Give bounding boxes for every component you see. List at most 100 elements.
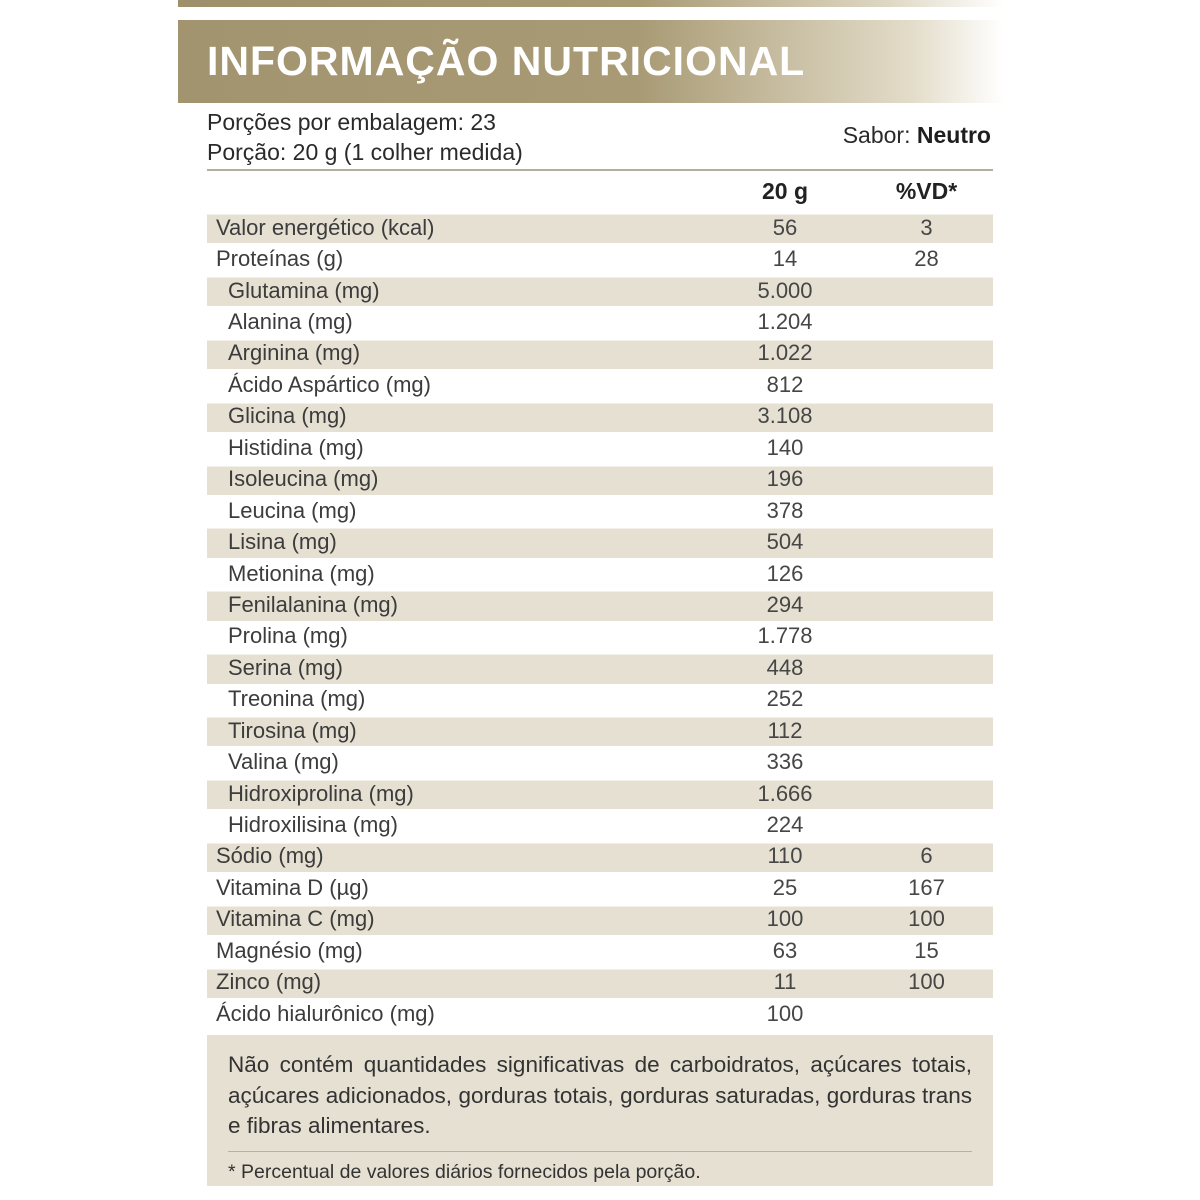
nutrient-amount: 1.022	[757, 340, 813, 366]
footer-divider	[228, 1150, 972, 1152]
table-row: Histidina (mg) 140	[207, 432, 993, 463]
nutrient-amount: 25	[772, 874, 798, 900]
nutrient-amount: 100	[766, 906, 804, 932]
table-row: Hidroxilisina (mg) 224	[207, 809, 993, 840]
nutrient-amount: 140	[766, 434, 804, 460]
nutrient-amount: 336	[766, 749, 804, 775]
nutrient-label: Vitamina C (mg)	[216, 906, 375, 932]
nutrient-amount: 100	[766, 1000, 804, 1026]
flavor-value: Neutro	[916, 122, 991, 148]
nutrient-label: Proteínas (g)	[216, 246, 344, 272]
nutrient-label: Metionina (mg)	[228, 560, 375, 586]
nutrient-amount: 224	[766, 812, 804, 838]
nutrient-vd: 167	[908, 874, 945, 900]
serving-info: Porções por embalagem: 23 Porção: 20 g (…	[207, 107, 993, 167]
nutrient-label: Leucina (mg)	[228, 497, 357, 523]
table-row: Metionina (mg) 126	[207, 558, 993, 589]
nutrient-amount: 11	[773, 969, 797, 995]
table-row: Sódio (mg) 110 6	[207, 840, 993, 873]
table-row: Ácido hialurônico (mg) 100	[207, 998, 993, 1029]
table-body: Valor energético (kcal) 56 3 Proteínas (…	[207, 212, 993, 1029]
table-row: Treonina (mg) 252	[207, 684, 993, 715]
nutrient-label: Treonina (mg)	[228, 686, 366, 712]
nutrient-vd: 100	[908, 969, 945, 995]
column-header-amount: 20 g	[761, 178, 809, 204]
page-title: INFORMAÇÃO NUTRICIONAL	[207, 38, 806, 84]
footer-box: Não contém quantidades significativas de…	[207, 1035, 993, 1186]
nutrient-label: Glicina (mg)	[228, 403, 347, 429]
top-accent-strip	[178, 0, 1012, 7]
nutrient-label: Serina (mg)	[228, 654, 343, 680]
table-row: Glutamina (mg) 5.000	[207, 274, 993, 307]
serving-size: Porção: 20 g (1 colher medida)	[207, 139, 523, 165]
table-row: Magnésio (mg) 63 15	[207, 935, 993, 966]
header-divider	[207, 169, 993, 171]
table-header-row: 20 g %VD*	[207, 171, 993, 212]
nutrient-amount: 812	[766, 371, 804, 397]
nutrient-amount: 56	[772, 214, 798, 240]
nutrient-amount: 126	[766, 560, 804, 586]
table-row: Alanina (mg) 1.204	[207, 306, 993, 337]
table-row: Ácido Aspártico (mg) 812	[207, 369, 993, 400]
nutrient-amount: 448	[766, 654, 804, 680]
table-row: Valina (mg) 336	[207, 746, 993, 777]
table-row: Lisina (mg) 504	[207, 526, 993, 558]
nutrient-amount: 1.666	[757, 780, 813, 806]
nutrient-label: Sódio (mg)	[216, 843, 324, 869]
nutrient-label: Isoleucina (mg)	[228, 466, 379, 492]
nutrient-label: Tirosina (mg)	[228, 717, 357, 743]
nutrient-label: Hidroxiprolina (mg)	[228, 780, 414, 806]
nutrient-label: Zinco (mg)	[216, 969, 322, 995]
flavor-label: Sabor:	[842, 122, 911, 148]
nutrient-label: Histidina (mg)	[228, 434, 364, 460]
nutrition-table: 20 g %VD* Valor energético (kcal) 56 3 P…	[207, 171, 993, 1029]
nutrient-vd: 3	[920, 214, 933, 240]
table-row: Serina (mg) 448	[207, 652, 993, 684]
table-row: Tirosina (mg) 112	[207, 715, 993, 747]
nutrient-amount: 112	[767, 717, 803, 743]
table-row: Zinco (mg) 11 100	[207, 966, 993, 998]
table-row: Leucina (mg) 378	[207, 495, 993, 526]
nutrient-amount: 504	[766, 529, 804, 555]
nutrient-amount: 294	[766, 591, 804, 617]
nutrient-label: Lisina (mg)	[228, 529, 337, 555]
table-row: Fenilalanina (mg) 294	[207, 589, 993, 621]
nutrient-amount: 5.000	[757, 277, 813, 303]
servings-per-package: Porções por embalagem: 23	[207, 109, 496, 135]
no-significant-amounts-note: Não contém quantidades significativas de…	[228, 1052, 972, 1138]
nutrient-vd: 15	[914, 937, 939, 963]
table-row: Prolina (mg) 1.778	[207, 621, 993, 652]
flavor: Sabor: Neutro	[843, 122, 991, 149]
nutrient-amount: 196	[766, 466, 804, 492]
nutrient-label: Prolina (mg)	[228, 623, 348, 649]
nutrient-amount: 110	[767, 843, 803, 869]
nutrient-vd: 100	[908, 906, 945, 932]
nutrient-label: Alanina (mg)	[228, 309, 353, 335]
nutrient-amount: 378	[766, 497, 804, 523]
nutrient-label: Glutamina (mg)	[228, 277, 380, 303]
table-row: Valor energético (kcal) 56 3	[207, 212, 993, 244]
nutrient-amount: 252	[766, 686, 804, 712]
nutrient-amount: 1.778	[757, 623, 813, 649]
nutrient-amount: 1.204	[757, 309, 813, 335]
nutrient-label: Ácido hialurônico (mg)	[216, 1000, 435, 1026]
nutrient-amount: 14	[772, 246, 798, 272]
title-band: INFORMAÇÃO NUTRICIONAL	[178, 20, 1012, 103]
nutrient-label: Arginina (mg)	[228, 340, 361, 366]
nutrient-label: Magnésio (mg)	[216, 937, 363, 963]
table-row: Hidroxiprolina (mg) 1.666	[207, 777, 993, 810]
table-row: Glicina (mg) 3.108	[207, 400, 993, 433]
nutrient-vd: 28	[914, 246, 939, 272]
nutrient-label: Ácido Aspártico (mg)	[228, 371, 431, 397]
nutrient-label: Hidroxilisina (mg)	[228, 812, 398, 838]
nutrient-label: Valina (mg)	[228, 749, 339, 775]
table-row: Vitamina D (µg) 25 167	[207, 872, 993, 903]
table-row: Isoleucina (mg) 196	[207, 463, 993, 495]
nutrient-label: Vitamina D (µg)	[216, 874, 369, 900]
table-row: Vitamina C (mg) 100 100	[207, 903, 993, 936]
nutrient-vd: 6	[920, 843, 933, 869]
table-row: Proteínas (g) 14 28	[207, 243, 993, 274]
table-row: Arginina (mg) 1.022	[207, 337, 993, 370]
nutrient-amount: 63	[772, 937, 798, 963]
column-header-vd: %VD*	[895, 178, 958, 204]
